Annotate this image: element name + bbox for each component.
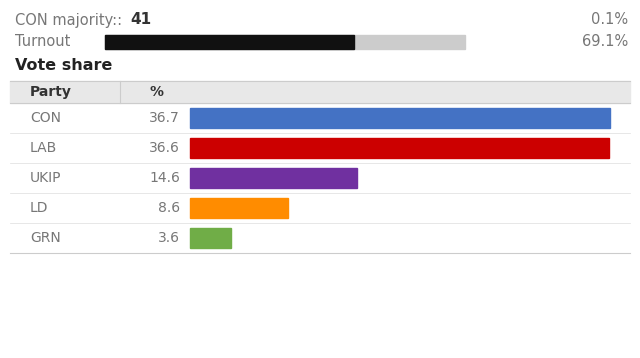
Text: Turnout: Turnout (15, 34, 70, 49)
Text: 69.1%: 69.1% (582, 34, 628, 49)
Text: CON majority::: CON majority:: (15, 13, 127, 28)
Bar (10, 163, 630, 193)
Text: 36.6: 36.6 (149, 141, 180, 155)
Bar (10, 81, 630, 103)
Text: GRN: GRN (30, 231, 61, 245)
Text: Vote share: Vote share (15, 58, 113, 73)
Text: 0.1%: 0.1% (591, 13, 628, 28)
Text: LD: LD (30, 201, 49, 215)
Bar (10, 223, 630, 253)
Text: 3.6: 3.6 (158, 231, 180, 245)
Bar (10, 193, 630, 223)
Bar (105, 35, 354, 49)
Text: 36.7: 36.7 (149, 111, 180, 125)
Bar (190, 138, 609, 158)
Bar (10, 103, 630, 133)
Text: UKIP: UKIP (30, 171, 61, 185)
Text: 8.6: 8.6 (158, 201, 180, 215)
Text: 14.6: 14.6 (149, 171, 180, 185)
Bar (190, 198, 289, 218)
Bar (190, 228, 231, 248)
Text: CON: CON (30, 111, 61, 125)
Text: Party: Party (30, 85, 72, 99)
Bar (190, 168, 357, 188)
Bar (105, 35, 465, 49)
Text: 41: 41 (130, 13, 151, 28)
Text: LAB: LAB (30, 141, 57, 155)
Bar (190, 108, 610, 128)
Text: %: % (150, 85, 164, 99)
Bar (10, 133, 630, 163)
